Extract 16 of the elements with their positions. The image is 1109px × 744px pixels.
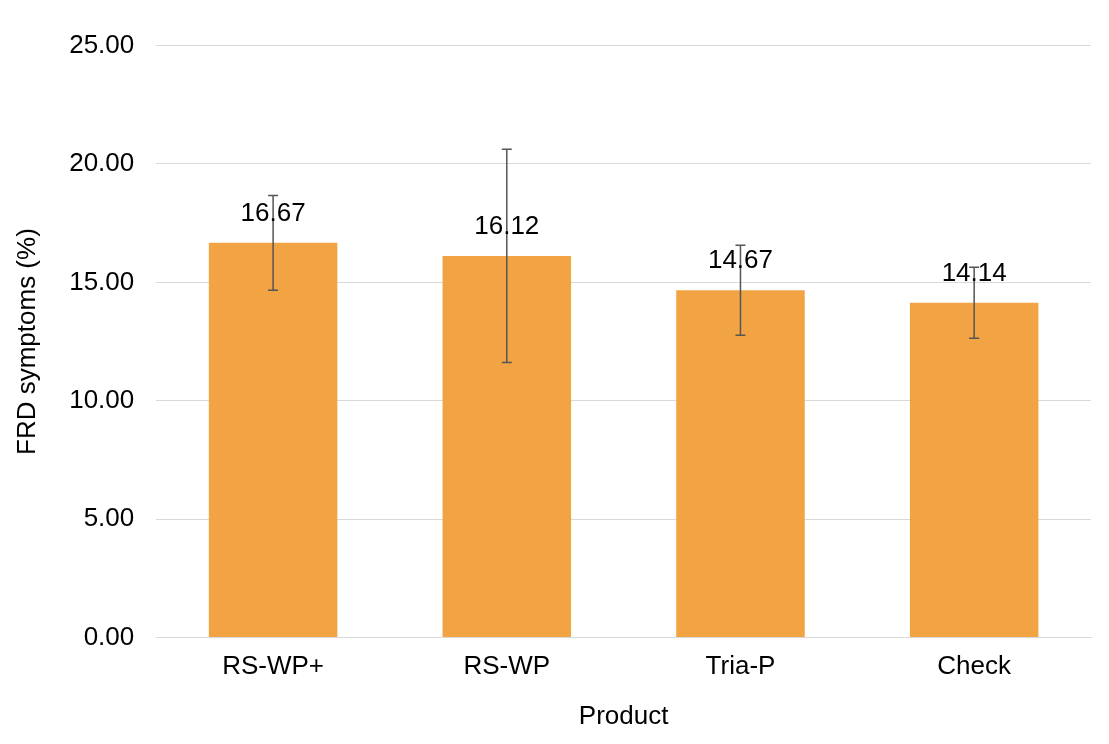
- x-axis-title: Product: [578, 699, 670, 730]
- x-tick-label: RS-WP: [463, 650, 551, 681]
- y-tick-label: 0.00: [83, 620, 135, 651]
- y-tick-label: 25.00: [69, 28, 135, 59]
- x-tick-label: Tria-P: [705, 650, 776, 681]
- y-tick-label: 15.00: [69, 265, 135, 296]
- bar: [909, 302, 1039, 638]
- y-tick-label: 10.00: [69, 383, 135, 414]
- bar: [442, 255, 572, 638]
- y-tick-label: 20.00: [69, 147, 135, 178]
- bar: [676, 290, 805, 638]
- y-tick-label: 5.00: [83, 502, 135, 533]
- y-axis-title: FRD symptoms (%): [10, 228, 41, 455]
- x-tick-label: Check: [937, 650, 1012, 681]
- x-tick-label: RS-WP+: [222, 650, 325, 681]
- bar: [208, 242, 338, 638]
